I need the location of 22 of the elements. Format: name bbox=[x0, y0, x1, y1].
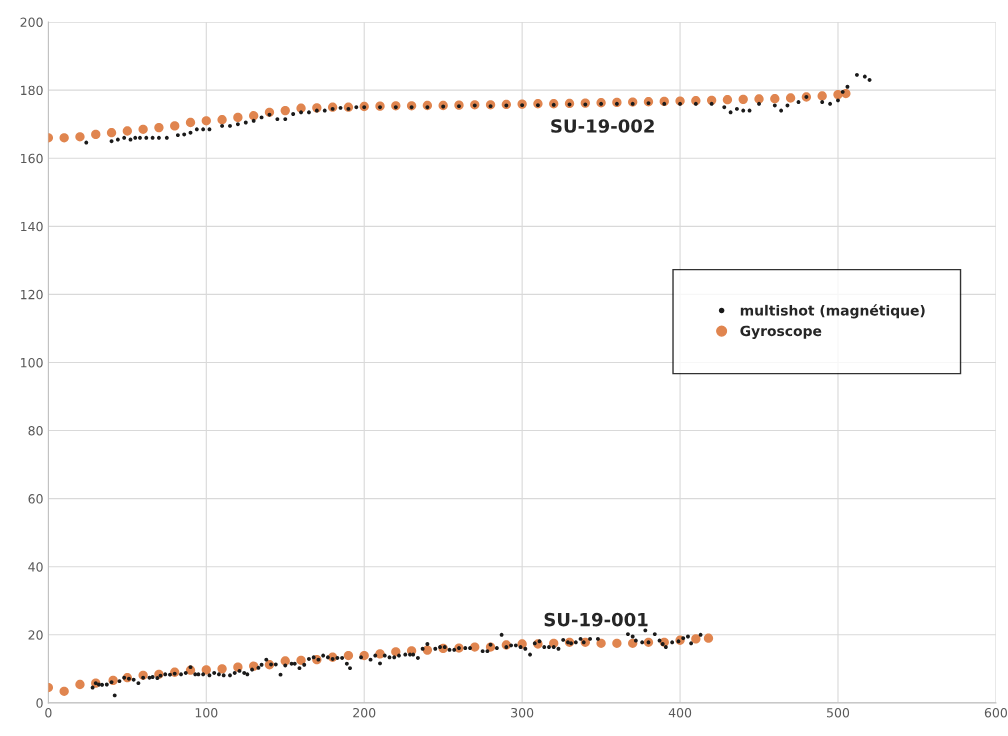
x-tick-label: 100 bbox=[195, 707, 218, 718]
x-tick-label: 300 bbox=[511, 707, 534, 718]
x-tick-label: 0 bbox=[45, 707, 52, 718]
x-tick-label: 200 bbox=[353, 707, 376, 718]
x-tick-label: 400 bbox=[668, 707, 692, 718]
legend-label: Gyroscope bbox=[740, 325, 822, 339]
y-tick-label: 60 bbox=[28, 494, 43, 504]
y-tick-label: 120 bbox=[21, 289, 43, 300]
y-tick-label: 40 bbox=[28, 562, 43, 572]
y-tick-label: 200 bbox=[20, 17, 43, 28]
y-tick-label: 20 bbox=[28, 630, 43, 640]
annotation: SU-19-002 bbox=[551, 119, 654, 133]
annotation: SU-19-001 bbox=[544, 612, 648, 627]
x-tick-label: 500 bbox=[827, 707, 850, 718]
y-tick-label: 160 bbox=[21, 153, 43, 164]
legend-label: multishot (magnétique) bbox=[740, 304, 925, 319]
y-tick-label: 100 bbox=[21, 357, 43, 368]
y-tick-label: 80 bbox=[28, 426, 43, 436]
x-tick-label: 600 bbox=[984, 707, 1007, 718]
y-tick-label: 0 bbox=[36, 698, 43, 708]
y-tick-label: 140 bbox=[21, 221, 43, 232]
y-tick-label: 180 bbox=[21, 85, 43, 96]
